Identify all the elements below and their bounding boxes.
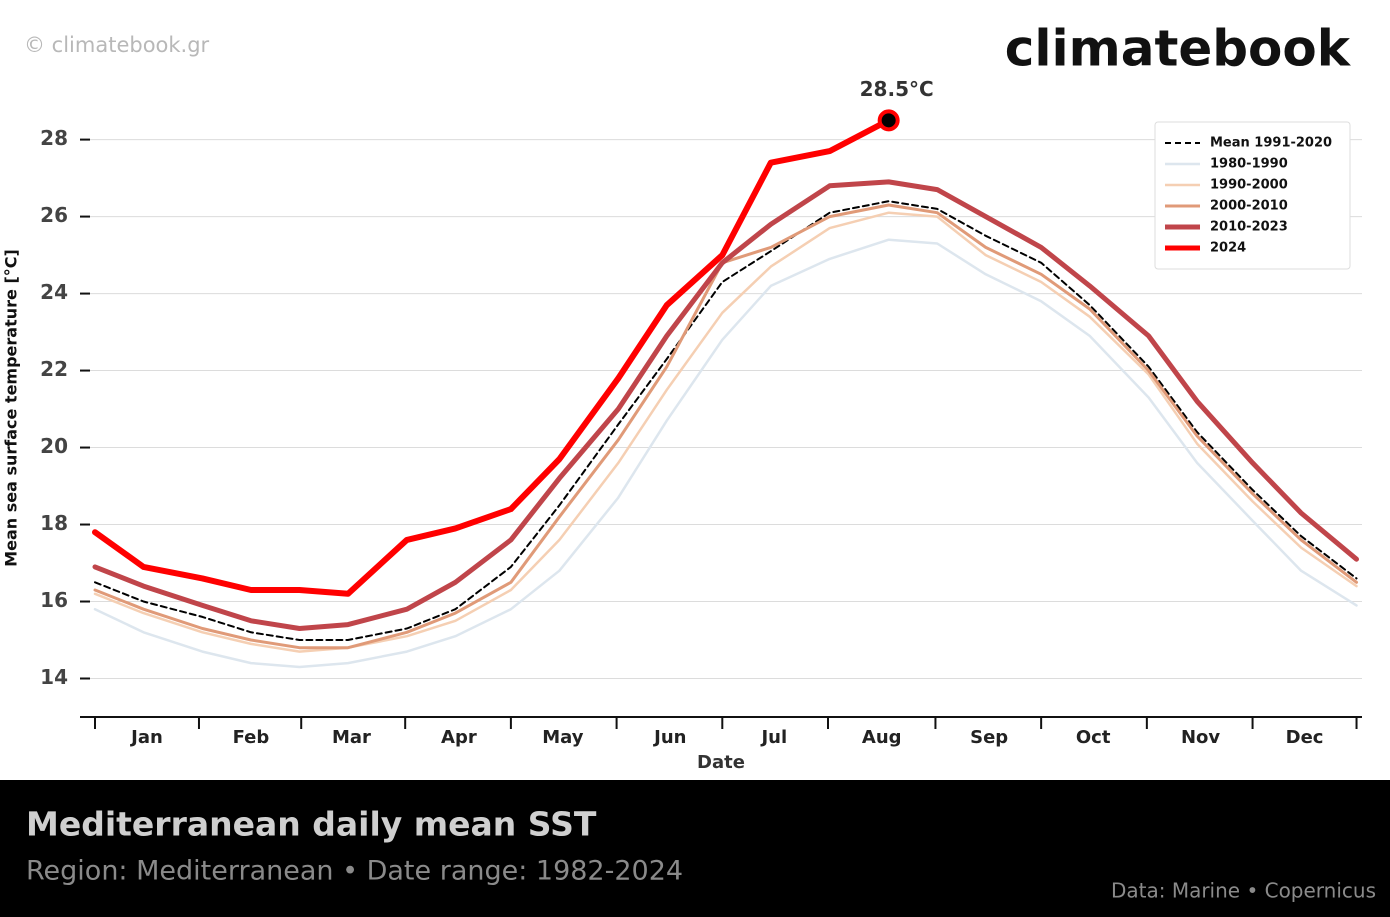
footer-title: Mediterranean daily mean SST bbox=[26, 805, 597, 844]
annotation: 28.5°C bbox=[860, 77, 934, 101]
legend-label: Mean 1991-2020 bbox=[1210, 136, 1332, 151]
series-line bbox=[93, 211, 1358, 653]
x-tick-label: Jul bbox=[759, 727, 787, 748]
footer-band bbox=[0, 780, 1390, 917]
y-tick-label: 24 bbox=[40, 280, 68, 304]
x-tick-label: Dec bbox=[1286, 727, 1324, 748]
y-tick-label: 28 bbox=[40, 126, 68, 150]
logo: climatebook bbox=[1005, 20, 1352, 78]
x-tick-label: Sep bbox=[970, 727, 1008, 748]
legend-label: 2000-2010 bbox=[1210, 199, 1288, 214]
x-axis-label: Date bbox=[697, 752, 745, 773]
series-line bbox=[92, 179, 1359, 631]
y-tick-label: 20 bbox=[40, 434, 68, 458]
y-tick-label: 16 bbox=[40, 588, 68, 612]
series-line bbox=[93, 238, 1358, 669]
x-tick-label: May bbox=[542, 727, 584, 748]
x-tick-label: Mar bbox=[332, 727, 371, 748]
legend-label: 1980-1990 bbox=[1210, 157, 1288, 172]
x-tick-label: Jun bbox=[652, 727, 686, 748]
series-line bbox=[94, 200, 1358, 641]
legend-label: 1990-2000 bbox=[1210, 178, 1288, 193]
legend: Mean 1991-2020 1980-1990 1990-2000 2000-201… bbox=[1154, 121, 1351, 270]
x-tick-label: Feb bbox=[233, 727, 270, 748]
series-line bbox=[92, 117, 892, 597]
y-tick-label: 22 bbox=[40, 357, 68, 381]
footer-subtitle: Region: Mediterranean • Date range: 1982… bbox=[26, 856, 683, 887]
x-tick-label: Apr bbox=[441, 727, 477, 748]
x-tick-label: Oct bbox=[1076, 727, 1111, 748]
legend-box bbox=[1154, 121, 1351, 270]
y-tick-label: 14 bbox=[40, 665, 68, 689]
legend-label: 2010-2023 bbox=[1210, 220, 1288, 235]
y-axis-label: Mean sea surface temperature [°C] bbox=[2, 249, 21, 567]
endpoint-marker bbox=[877, 109, 900, 132]
y-tick-label: 18 bbox=[40, 511, 68, 535]
watermark: © climatebook.gr bbox=[24, 33, 210, 57]
x-tick-label: Aug bbox=[862, 727, 902, 748]
x-tick-label: Jan bbox=[129, 727, 163, 748]
y-tick-label: 26 bbox=[40, 203, 68, 227]
series-line bbox=[93, 203, 1358, 650]
legend-label: 2024 bbox=[1210, 241, 1246, 256]
source: Data: Marine • Copernicus bbox=[1111, 879, 1376, 903]
x-tick-label: Nov bbox=[1181, 727, 1220, 748]
